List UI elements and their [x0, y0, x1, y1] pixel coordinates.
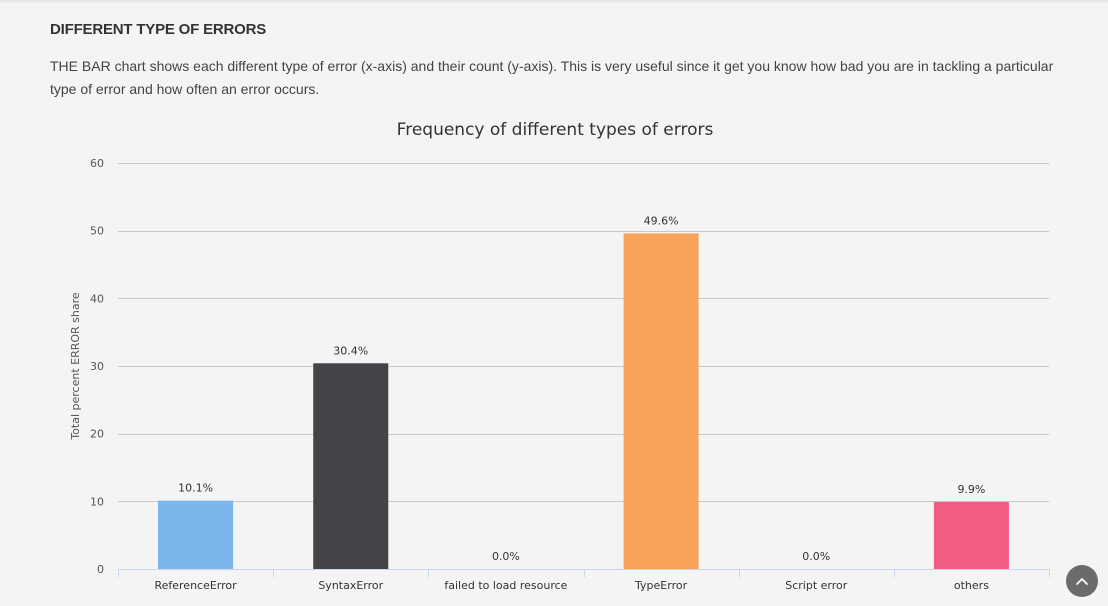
chart-title: Frequency of different types of errors [397, 120, 714, 140]
bar-others[interactable] [933, 502, 1009, 569]
x-tick-label: SyntaxError [318, 579, 383, 592]
y-tick-label: 60 [90, 157, 104, 170]
data-label: 30.4% [333, 344, 368, 357]
chevron-up-icon [1076, 578, 1088, 585]
x-tick-label: Script error [785, 579, 848, 592]
data-label: 0.0% [492, 550, 520, 563]
section-description: THE BAR chart shows each different type … [50, 58, 1054, 97]
bar-syntaxerror[interactable] [313, 363, 389, 569]
data-label: 9.9% [957, 483, 985, 496]
y-axis-label: Total percent ERROR share [69, 292, 82, 441]
x-tick-label: TypeError [634, 579, 688, 592]
y-tick-label: 50 [90, 225, 104, 238]
y-tick-label: 0 [97, 563, 104, 576]
scroll-to-top-button[interactable] [1066, 565, 1098, 597]
y-tick-label: 40 [90, 292, 104, 305]
section-heading: DIFFERENT TYPE OF ERRORS [50, 21, 267, 38]
bar-referenceerror[interactable] [158, 500, 234, 569]
x-tick-label: failed to load resource [444, 579, 567, 592]
x-tick-label: others [954, 579, 989, 592]
x-tick-label: ReferenceError [154, 579, 237, 592]
y-tick-label: 30 [90, 360, 104, 373]
data-label: 0.0% [802, 550, 830, 563]
y-tick-label: 10 [90, 495, 104, 508]
data-label: 49.6% [644, 214, 679, 227]
data-label: 10.1% [178, 482, 213, 495]
header-shadow [0, 0, 1108, 4]
y-tick-label: 20 [90, 428, 104, 441]
bar-typeerror[interactable] [623, 233, 699, 569]
